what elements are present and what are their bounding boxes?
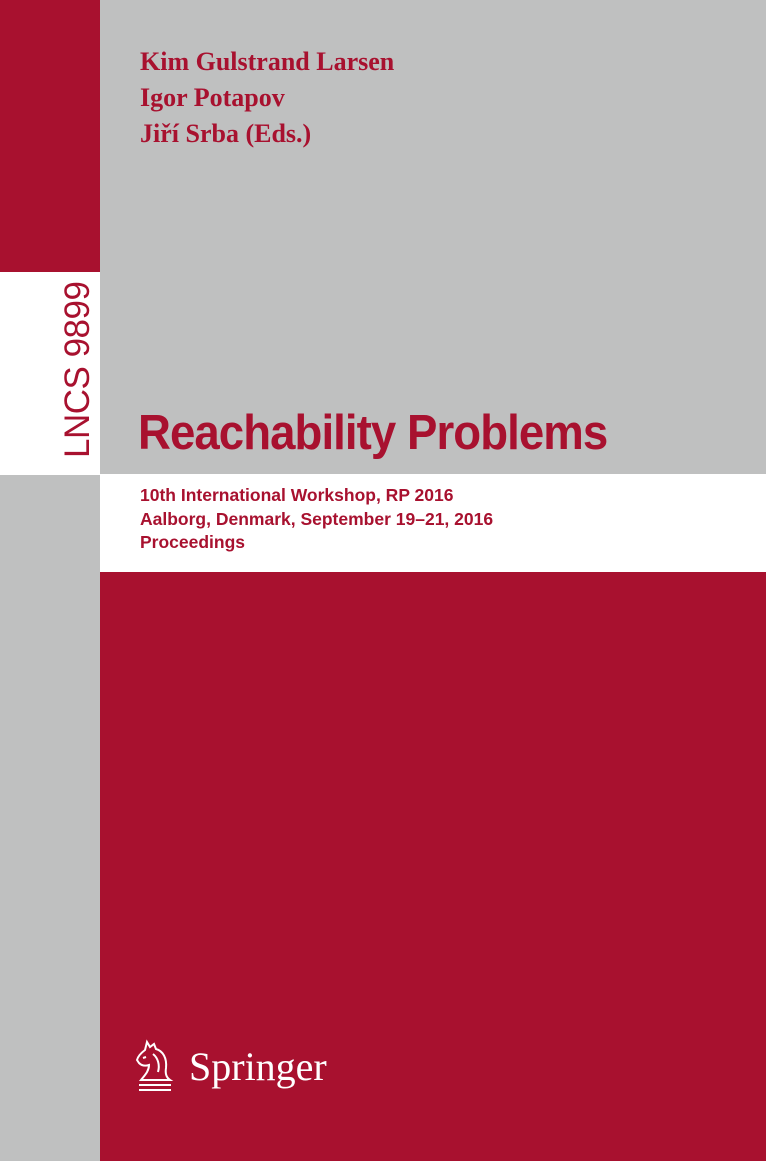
spine-strip-gray xyxy=(0,475,100,1161)
series-label: LNCS 9899 xyxy=(58,281,97,458)
lower-panel xyxy=(100,572,766,1161)
editor-name: Kim Gulstrand Larsen xyxy=(140,47,395,76)
header-panel xyxy=(100,0,766,474)
editor-name: Jiří Srba (Eds.) xyxy=(140,119,312,148)
editor-name: Igor Potapov xyxy=(140,83,285,112)
subtitle-band xyxy=(100,474,766,572)
editors: Kim Gulstrand Larsen Igor Potapov Jiří S… xyxy=(140,44,394,152)
springer-horse-icon xyxy=(135,1039,174,1091)
publisher-name: Springer xyxy=(189,1043,327,1089)
subtitle-line: Proceedings xyxy=(140,532,246,552)
publisher-logo: Springer xyxy=(133,1038,327,1092)
spine-strip-red xyxy=(0,0,100,272)
subtitle-line: 10th International Workshop, RP 2016 xyxy=(140,485,454,505)
subtitle: 10th International Workshop, RP 2016 Aal… xyxy=(140,484,493,555)
subtitle-line: Aalborg, Denmark, September 19–21, 2016 xyxy=(140,508,494,529)
book-title: Reachability Problems xyxy=(138,406,608,460)
spine-strip-white xyxy=(0,272,100,475)
